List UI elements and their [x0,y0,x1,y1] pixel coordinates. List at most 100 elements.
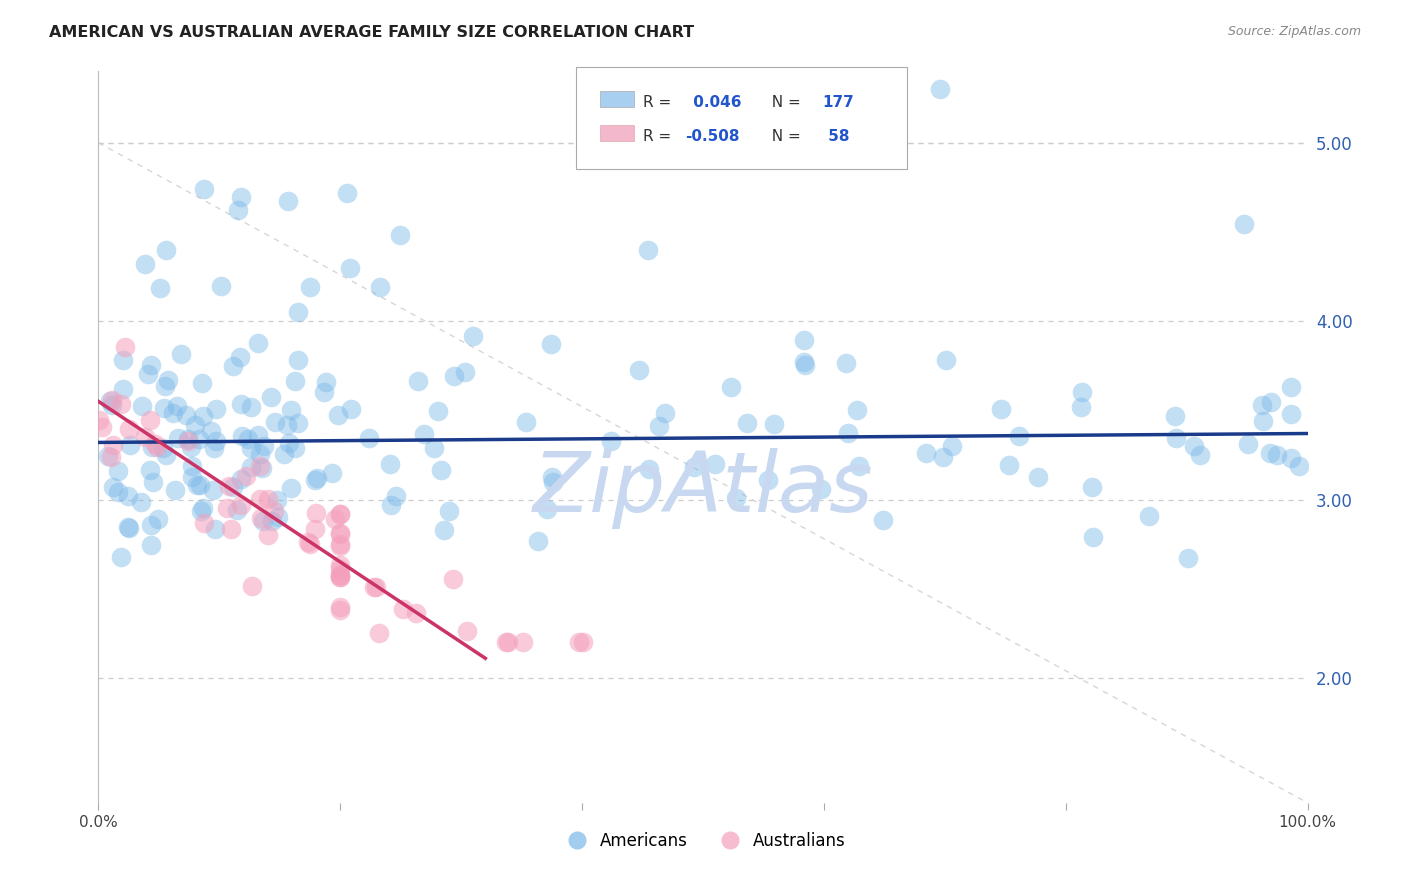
Point [200,425,222,439]
Point [273,446,295,460]
Point [278,435,301,450]
Point [191,500,214,515]
Point [204,523,226,537]
Point [1164,431,1187,445]
Point [1265,448,1288,462]
Point [162,406,184,420]
Point [931,450,953,465]
Point [87,413,110,427]
Point [683,459,706,474]
Point [735,416,758,430]
Point [498,635,520,649]
Point [218,479,240,493]
Point [441,572,464,586]
Point [177,434,200,448]
Point [1008,429,1031,443]
Point [329,599,352,614]
Point [120,438,142,452]
Point [1260,395,1282,409]
Point [188,477,211,491]
Point [101,398,124,412]
Point [231,429,253,443]
Point [226,202,249,217]
Point [267,509,290,524]
Point [247,428,270,442]
Point [240,400,263,414]
Point [439,504,461,518]
Point [756,474,779,488]
Point [408,374,430,388]
Point [368,626,391,640]
Point [1071,384,1094,399]
Point [648,418,671,433]
Point [1250,398,1272,412]
Text: N =: N = [762,95,806,111]
Point [762,417,785,431]
Text: -0.508: -0.508 [685,129,740,145]
Point [235,469,257,483]
Point [166,432,188,446]
Point [793,355,815,369]
Point [184,418,207,433]
Point [256,492,278,507]
Point [155,449,177,463]
Point [153,379,176,393]
Point [131,399,153,413]
Point [329,568,352,582]
Point [276,418,298,433]
Point [433,523,456,537]
Point [1164,409,1187,423]
Point [249,510,271,524]
Point [229,397,252,411]
Point [239,460,262,475]
Point [380,457,402,471]
Point [515,416,537,430]
Point [312,385,335,400]
Point [165,483,187,497]
Point [423,441,446,455]
Point [536,502,558,516]
Point [136,367,159,381]
Point [139,463,162,477]
Text: 0.046: 0.046 [688,95,741,111]
Point [190,504,212,518]
Point [107,464,129,478]
Point [188,432,211,446]
Point [454,365,477,379]
Point [287,416,309,430]
Point [166,399,188,413]
Point [1279,407,1302,421]
Point [928,82,950,96]
Point [180,469,202,483]
Point [1137,508,1160,523]
Point [204,402,226,417]
Point [222,480,245,494]
Point [139,413,162,427]
Point [1281,380,1303,394]
Text: ZipAtlas: ZipAtlas [533,448,873,529]
Point [340,402,363,417]
Point [495,635,517,649]
Point [229,350,252,364]
Point [152,441,174,455]
Text: Source: ZipAtlas.com: Source: ZipAtlas.com [1227,25,1361,38]
Point [364,580,387,594]
Point [100,392,122,407]
Point [540,336,562,351]
Point [835,356,858,370]
Point [329,508,352,522]
Point [148,511,170,525]
Point [998,458,1021,473]
Point [284,442,307,456]
Point [1233,218,1256,232]
Point [246,336,269,351]
Point [221,359,243,374]
Point [287,305,309,319]
Point [101,481,124,495]
Point [249,458,271,473]
Point [405,607,427,621]
Point [329,603,352,617]
Point [134,256,156,270]
Point [266,493,288,508]
Point [363,580,385,594]
